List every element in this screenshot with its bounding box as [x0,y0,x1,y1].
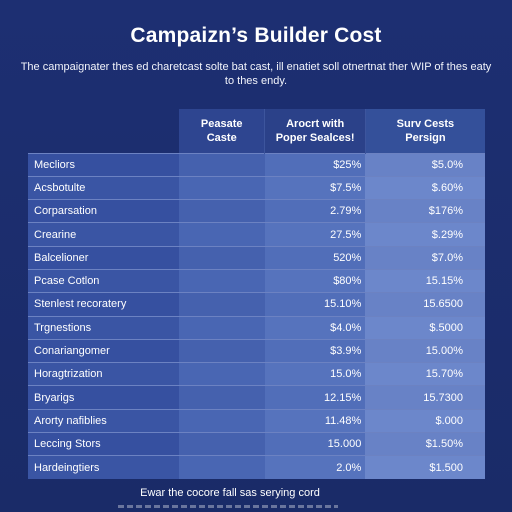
table-row: Mecliors $25% $5.0% [28,152,485,177]
row-cell-c2: $4.0% [264,315,366,340]
row-cell-c2: 15.000 [264,432,366,456]
row-cell-c3: 15.7300 [365,385,485,410]
row-cell-c2: $7.5% [264,175,366,200]
row-cell-c2: 27.5% [264,222,366,247]
table-row: Bryarigs 12.15% 15.7300 [28,385,485,410]
table-row: Pcase Cotlon $80% 15.15% [28,268,485,293]
row-name-cell: Balcelioner [28,245,179,270]
row-cell-c1 [179,338,265,363]
row-cell-c3: $.60% [365,175,485,200]
row-cell-c3: 15.6500 [365,292,485,317]
row-cell-c3: 15.00% [365,338,485,363]
row-cell-c3: $.5000 [365,315,485,340]
row-cell-c3: $1.500 [365,455,485,480]
table-row: Hardeingtiers 2.0% $1.500 [28,455,485,480]
row-name-cell: Arorty nafiblies [28,408,179,433]
row-cell-c1 [179,385,265,410]
row-cell-c1 [179,362,265,386]
footer-faint-line [118,505,338,508]
row-cell-c1 [179,268,265,293]
table-row: Leccing Stors 15.000 $1.50% [28,432,485,456]
header-empty [28,109,179,153]
row-cell-c2: 11.48% [264,408,366,433]
row-cell-c1 [179,292,265,317]
table-header-row: Peasate Caste Arocrt with Poper Sealces!… [28,109,485,153]
table-body: Mecliors $25% $5.0% Acsbotulte $7.5% $.60% Cor… [28,152,485,480]
cost-table: Peasate Caste Arocrt with Poper Sealces!… [28,109,485,480]
row-name-cell: Mecliors [28,152,179,177]
table-row: Arorty nafiblies 11.48% $.000 [28,408,485,433]
column-header-c1: Peasate Caste [179,109,265,153]
row-name-cell: Conariangomer [28,338,179,363]
row-cell-c1 [179,199,265,223]
row-name-cell: Leccing Stors [28,432,179,456]
row-cell-c2: $80% [264,268,366,293]
row-name-cell: Trgnestions [28,315,179,340]
row-cell-c1 [179,222,265,247]
table-row: Acsbotulte $7.5% $.60% [28,175,485,200]
row-name-cell: Stenlest recoratery [28,292,179,317]
row-name-cell: Crearine [28,222,179,247]
table-row: Horagtrization 15.0% 15.70% [28,362,485,386]
row-cell-c3: $.000 [365,408,485,433]
row-cell-c2: 2.79% [264,199,366,223]
row-cell-c1 [179,152,265,177]
row-cell-c2: $3.9% [264,338,366,363]
row-name-cell: Hardeingtiers [28,455,179,480]
table-row: Conariangomer $3.9% 15.00% [28,338,485,363]
row-name-cell: Pcase Cotlon [28,268,179,293]
table-row: Balcelioner 520% $7.0% [28,245,485,270]
table-row: Corparsation 2.79% $176% [28,199,485,223]
row-cell-c3: $.29% [365,222,485,247]
row-cell-c2: 12.15% [264,385,366,410]
row-cell-c1 [179,455,265,480]
table-row: Trgnestions $4.0% $.5000 [28,315,485,340]
column-header-c2: Arocrt with Poper Sealces! [264,109,366,153]
row-cell-c2: $25% [264,152,366,177]
column-header-c3: Surv Cests Persign [364,109,485,153]
row-cell-c2: 520% [264,245,366,270]
row-cell-c2: 15.0% [264,362,366,386]
row-cell-c3: 15.15% [365,268,485,293]
row-name-cell: Horagtrization [28,362,179,386]
row-cell-c1 [179,175,265,200]
row-cell-c3: $176% [365,199,485,223]
row-cell-c3: 15.70% [365,362,485,386]
row-cell-c3: $5.0% [365,152,485,177]
row-name-cell: Bryarigs [28,385,179,410]
page-subtitle: The campaignater thes ed charetcast solt… [20,61,492,87]
row-cell-c3: $7.0% [365,245,485,270]
row-cell-c1 [179,315,265,340]
table-row: Stenlest recoratery 15.10% 15.6500 [28,292,485,317]
row-cell-c3: $1.50% [365,432,485,456]
table-row: Crearine 27.5% $.29% [28,222,485,247]
row-cell-c1 [179,408,265,433]
footer-text: Ewar the cocore fall sas serying cord [140,487,320,499]
row-name-cell: Corparsation [28,199,179,223]
row-cell-c2: 15.10% [264,292,366,317]
row-cell-c2: 2.0% [264,455,366,480]
page-title: Campaizn’s Builder Cost [130,24,382,47]
row-cell-c1 [179,245,265,270]
row-cell-c1 [179,432,265,456]
row-name-cell: Acsbotulte [28,175,179,200]
